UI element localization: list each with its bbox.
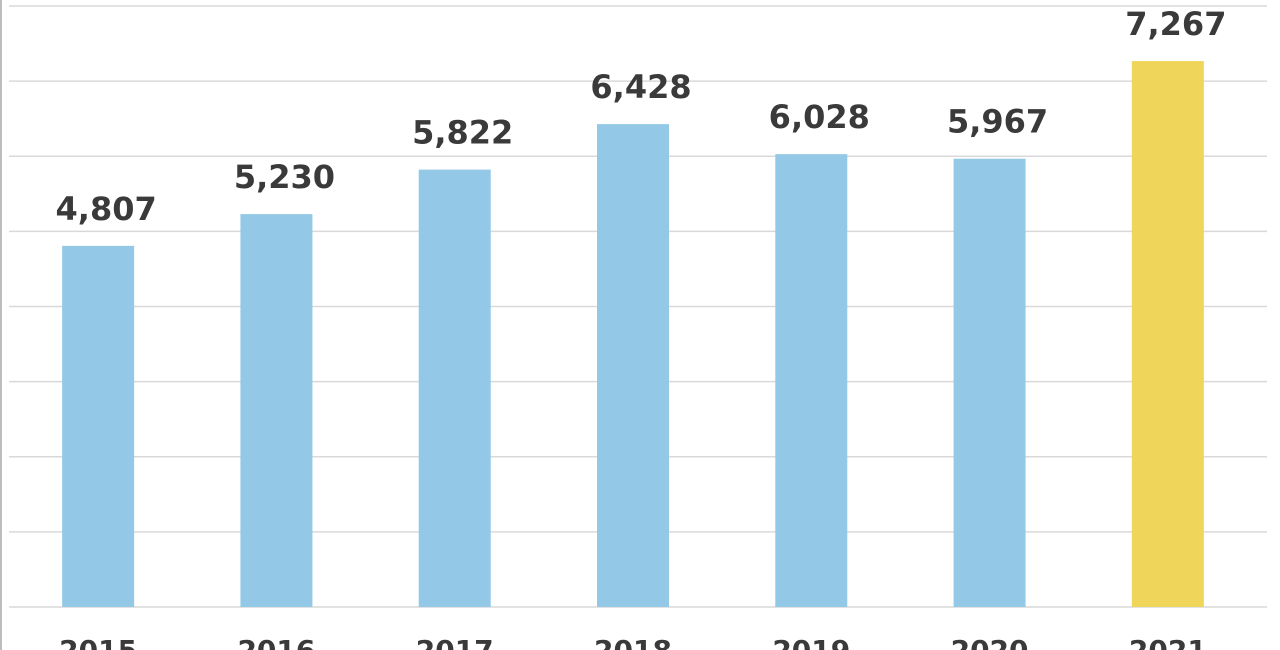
x-tick-label: 2018 bbox=[594, 634, 672, 650]
x-tick-label: 2021 bbox=[1129, 634, 1207, 650]
bar bbox=[597, 124, 669, 607]
x-tick-label: 2015 bbox=[59, 634, 137, 650]
x-tick-label: 2020 bbox=[951, 634, 1029, 650]
x-tick-label: 2019 bbox=[772, 634, 850, 650]
value-label: 4,807 bbox=[56, 190, 157, 228]
value-label: 6,428 bbox=[590, 68, 691, 106]
bar bbox=[240, 214, 313, 607]
value-label: 5,822 bbox=[412, 114, 513, 152]
bar bbox=[418, 169, 491, 607]
bar bbox=[1131, 61, 1204, 607]
value-label: 6,028 bbox=[769, 98, 870, 136]
value-label: 5,967 bbox=[947, 103, 1048, 141]
x-tick-label: 2016 bbox=[237, 634, 315, 650]
value-label: 5,230 bbox=[234, 158, 335, 196]
value-label: 7,267 bbox=[1125, 5, 1226, 43]
bar bbox=[62, 245, 135, 607]
bar bbox=[775, 154, 848, 608]
x-tick-label: 2017 bbox=[416, 634, 494, 650]
bar bbox=[953, 158, 1026, 607]
